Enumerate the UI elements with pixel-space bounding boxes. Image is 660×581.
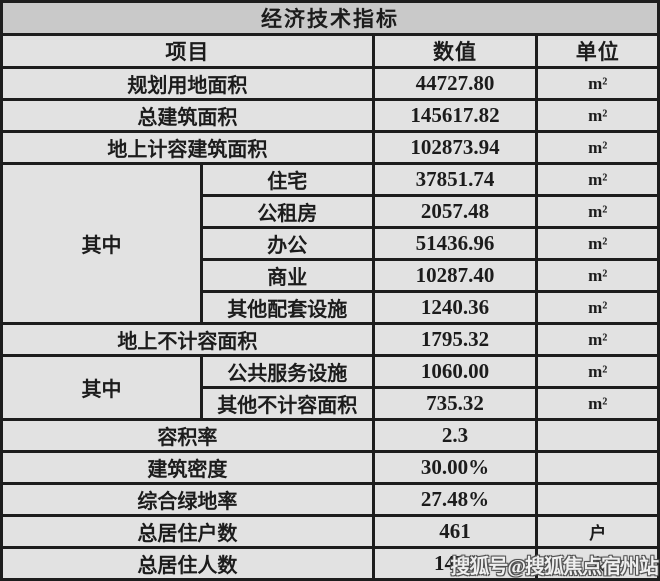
table-row: 商业 10287.40 m² [2, 258, 660, 293]
row-unit [535, 450, 660, 485]
row-label: 建筑密度 [0, 450, 375, 485]
row-unit [535, 418, 660, 453]
row-value: 10287.40 [371, 258, 539, 293]
table-row: 其他配套设施 1240.36 m² [2, 290, 660, 325]
table-row: 总居住人数 1476 人 [0, 546, 660, 581]
row-label: 公共服务设施 [199, 354, 375, 389]
table-title-row: 经济技术指标 [0, 0, 660, 36]
row-value: 27.48% [371, 482, 539, 517]
group-label: 其中 [0, 354, 203, 421]
row-unit: m² [535, 226, 660, 261]
row-value: 37851.74 [371, 162, 539, 197]
row-value: 2.3 [371, 418, 539, 453]
row-value: 2057.48 [371, 194, 539, 229]
row-value: 1476 [371, 546, 539, 581]
row-unit: 人 [535, 546, 660, 581]
row-label: 总居住人数 [0, 546, 375, 581]
row-label: 机动车停车数 [0, 578, 375, 581]
row-label: 公租房 [199, 194, 375, 229]
row-label: 商业 [199, 258, 375, 293]
row-unit: 户 [535, 514, 660, 549]
row-unit: m² [535, 66, 660, 101]
table-row: 总居住户数 461 户 [0, 514, 660, 549]
row-label: 其他配套设施 [199, 290, 375, 325]
row-unit: m² [535, 290, 660, 325]
table-row: 地上计容建筑面积 102873.94 m² [0, 130, 660, 165]
row-label: 综合绿地率 [0, 482, 375, 517]
row-unit: m² [535, 194, 660, 229]
row-value: 1795.32 [371, 322, 539, 357]
table-title: 经济技术指标 [0, 0, 660, 36]
table-row: 其中 公共服务设施 1060.00 m² [0, 354, 660, 421]
table-header-row: 项目 数值 单位 [0, 33, 660, 69]
table-row: 综合绿地率 27.48% [0, 482, 660, 517]
row-unit: m² [535, 98, 660, 133]
row-value: 145617.82 [371, 98, 539, 133]
row-value: 30.00% [371, 450, 539, 485]
col-header-item: 项目 [0, 33, 375, 69]
table-row: 总建筑面积 145617.82 m² [0, 98, 660, 133]
row-label: 规划用地面积 [0, 66, 375, 101]
row-label: 总居住户数 [0, 514, 375, 549]
row-value: 735.32 [371, 386, 539, 421]
row-value: 1240.36 [371, 290, 539, 325]
row-label: 地上不计容面积 [0, 322, 375, 357]
row-label: 地上计容建筑面积 [0, 130, 375, 165]
row-label: 办公 [199, 226, 375, 261]
table-row: 地上不计容面积 1795.32 m² [0, 322, 660, 357]
row-value: 44727.80 [371, 66, 539, 101]
row-unit [535, 482, 660, 517]
table-row: 机动车停车数 1140 辆 [0, 578, 660, 581]
row-label: 容积率 [0, 418, 375, 453]
group-label: 其中 [0, 162, 203, 325]
row-unit: m² [535, 354, 660, 389]
table-row: 办公 51436.96 m² [2, 226, 660, 261]
row-unit: m² [535, 322, 660, 357]
table-row: 其他不计容面积 735.32 m² [2, 386, 660, 421]
row-label: 其他不计容面积 [199, 386, 375, 421]
row-value: 461 [371, 514, 539, 549]
row-unit: 辆 [535, 578, 660, 581]
table-row: 其中 住宅 37851.74 m² [0, 162, 660, 325]
row-value: 102873.94 [371, 130, 539, 165]
row-value: 1140 [371, 578, 539, 581]
row-unit: m² [535, 130, 660, 165]
row-unit: m² [535, 386, 660, 421]
table-row: 公租房 2057.48 m² [2, 194, 660, 229]
row-value: 1060.00 [371, 354, 539, 389]
table-row: 规划用地面积 44727.80 m² [0, 66, 660, 101]
row-value: 51436.96 [371, 226, 539, 261]
row-unit: m² [535, 258, 660, 293]
table-row: 容积率 2.3 [0, 418, 660, 453]
row-label: 总建筑面积 [0, 98, 375, 133]
col-header-unit: 单位 [535, 33, 660, 69]
table-row: 建筑密度 30.00% [0, 450, 660, 485]
row-label: 住宅 [199, 162, 375, 197]
col-header-value: 数值 [371, 33, 539, 69]
row-unit: m² [535, 162, 660, 197]
